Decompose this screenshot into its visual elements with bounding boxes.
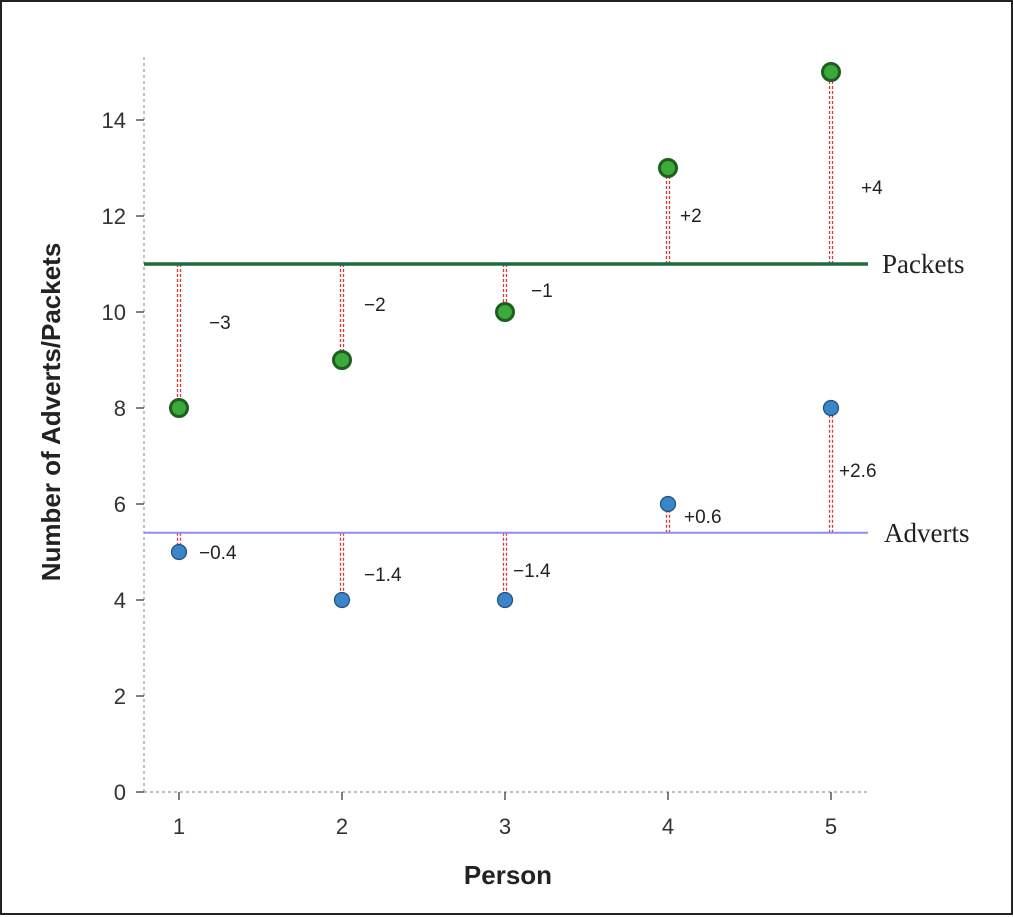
adverts-point [659,495,677,513]
deviation-label: +2.6 [839,461,877,482]
adverts-point [496,591,514,609]
y-tick-label: 6 [114,492,126,517]
y-tick-label: 8 [114,396,126,421]
y-tick-label: 10 [102,300,126,325]
adverts-point [822,399,840,417]
deviation-label: −1 [531,281,553,302]
x-tick-label: 4 [662,814,674,839]
packets-point [169,398,189,418]
x-tick-label: 2 [336,814,348,839]
y-tick-label: 2 [114,684,126,709]
packets-point [332,350,352,370]
deviation-label: +0.6 [684,507,722,528]
y-tick-label: 4 [114,588,126,613]
packets-point [658,158,678,178]
mean-lines: Packets Adverts [144,249,969,548]
adverts-series-label: Adverts [884,518,969,548]
deviation-label: −1.4 [364,565,402,586]
packets-point [821,62,841,82]
adverts-point [170,543,188,561]
y-tick-label: 14 [102,108,126,133]
x-tick-label: 1 [173,814,185,839]
deviation-label: −2 [364,295,386,316]
deviation-lines [176,72,834,600]
adverts-point [333,591,351,609]
y-tick-label: 0 [114,780,126,805]
x-tick-label: 5 [825,814,837,839]
deviation-label: +4 [861,178,883,199]
packets-point [495,302,515,322]
deviation-label: +2 [680,206,702,227]
y-tick-label: 12 [102,204,126,229]
x-tick-label: 3 [499,814,511,839]
deviation-labels: −3 −2 −1 +2 +4 −0.4 −1.4 −1.4 +0.6 +2.6 [199,178,883,586]
deviation-label: −0.4 [199,543,237,564]
data-points [169,62,841,609]
packets-series-label: Packets [882,249,964,279]
y-axis-title: Number of Adverts/Packets [36,243,66,582]
x-axis-title: Person [464,860,552,890]
deviation-label: −3 [209,313,231,334]
deviation-label: −1.4 [513,561,551,582]
